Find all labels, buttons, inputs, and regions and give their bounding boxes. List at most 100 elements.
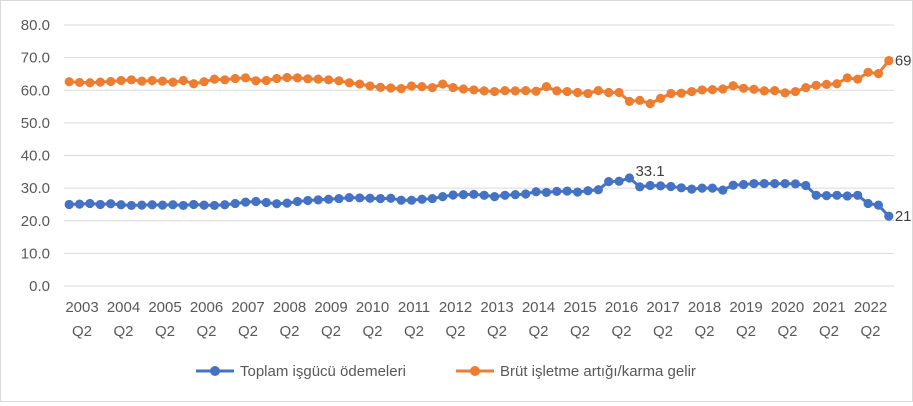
data-point	[147, 200, 157, 210]
data-point	[126, 75, 137, 85]
data-point	[272, 73, 282, 84]
data-point	[199, 200, 209, 210]
data-point	[365, 193, 375, 203]
data-point	[365, 81, 375, 91]
x-tick-quarter: Q2	[72, 323, 92, 340]
data-point	[220, 75, 230, 85]
series-1	[64, 55, 894, 109]
x-tick-quarter: Q2	[362, 323, 382, 340]
data-point	[707, 183, 718, 193]
y-tick-label: 50.0	[21, 115, 50, 132]
data-point	[427, 193, 437, 204]
data-point	[251, 196, 261, 207]
data-point	[417, 194, 427, 204]
x-tick-quarter: Q2	[321, 323, 341, 340]
data-point	[261, 75, 271, 86]
data-point	[541, 187, 552, 197]
data-point	[552, 86, 562, 96]
data-point	[718, 84, 728, 94]
x-tick-year: 2015	[563, 299, 596, 316]
data-point	[448, 83, 458, 93]
data-point	[728, 81, 738, 91]
data-point	[811, 190, 821, 200]
x-tick-quarter: Q2	[819, 323, 839, 340]
data-point	[500, 190, 510, 200]
data-point	[458, 190, 469, 200]
x-tick-year: 2011	[398, 299, 430, 316]
data-point	[687, 86, 697, 97]
data-point	[438, 192, 448, 202]
data-point	[355, 193, 365, 203]
data-point	[676, 88, 686, 98]
data-point	[863, 67, 873, 77]
data-point	[853, 74, 863, 84]
data-point	[189, 199, 199, 210]
data-point	[655, 93, 666, 104]
data-point	[531, 187, 541, 197]
data-point	[676, 183, 686, 193]
data-point	[593, 185, 603, 195]
data-point	[572, 187, 583, 197]
series-0	[64, 173, 894, 221]
data-point	[624, 96, 635, 106]
data-point	[95, 199, 105, 210]
data-point	[406, 195, 417, 205]
data-point	[552, 186, 562, 196]
data-point	[666, 181, 676, 192]
data-point	[375, 82, 386, 92]
data-point	[334, 193, 344, 204]
data-point	[396, 84, 406, 94]
data-point	[313, 74, 323, 84]
data-point	[583, 88, 593, 99]
x-tick-year: 2014	[522, 299, 555, 316]
data-point	[614, 176, 624, 186]
x-tick-year: 2009	[314, 299, 347, 316]
data-point	[832, 190, 842, 200]
data-point	[811, 80, 821, 90]
x-tick-quarter: Q2	[196, 323, 216, 340]
data-point	[842, 191, 852, 201]
data-point	[303, 74, 313, 84]
data-point	[479, 86, 489, 96]
data-point	[635, 182, 645, 192]
data-point	[521, 85, 531, 96]
data-point	[780, 178, 790, 189]
x-tick-quarter: Q2	[528, 323, 548, 340]
legend-item-operating-surplus: Brüt işletme artığı/karma gelir	[456, 363, 696, 380]
data-point	[666, 88, 676, 99]
x-tick-quarter: Q2	[860, 323, 880, 340]
data-point	[116, 200, 126, 210]
data-point	[282, 198, 292, 208]
x-tick-quarter: Q2	[404, 323, 424, 340]
x-tick-year: 2010	[356, 299, 389, 316]
data-point	[583, 186, 593, 196]
data-point	[738, 83, 749, 93]
data-point	[178, 200, 188, 211]
data-point	[479, 190, 489, 200]
data-point	[853, 190, 863, 200]
data-point	[635, 95, 645, 105]
data-point	[489, 192, 500, 202]
data-point	[147, 75, 157, 86]
data-point	[116, 75, 126, 86]
x-tick-year: 2019	[729, 299, 762, 316]
x-tick-year: 2008	[273, 299, 306, 316]
data-point	[313, 195, 323, 205]
data-point	[230, 198, 240, 209]
x-tick-quarter: Q2	[570, 323, 590, 340]
data-point	[489, 86, 500, 97]
x-tick-year: 2005	[148, 299, 181, 316]
data-point	[697, 183, 707, 193]
data-point	[572, 87, 583, 98]
x-tick-quarter: Q2	[279, 323, 299, 340]
y-tick-label: 20.0	[21, 213, 50, 230]
data-point	[303, 195, 313, 206]
data-label: 21.4	[895, 208, 912, 225]
data-point	[220, 200, 230, 210]
x-tick-quarter: Q2	[113, 323, 133, 340]
x-tick-year: 2006	[190, 299, 223, 316]
data-point	[790, 179, 801, 189]
data-point	[106, 199, 116, 209]
data-point	[593, 85, 603, 96]
y-tick-label: 60.0	[21, 82, 50, 99]
